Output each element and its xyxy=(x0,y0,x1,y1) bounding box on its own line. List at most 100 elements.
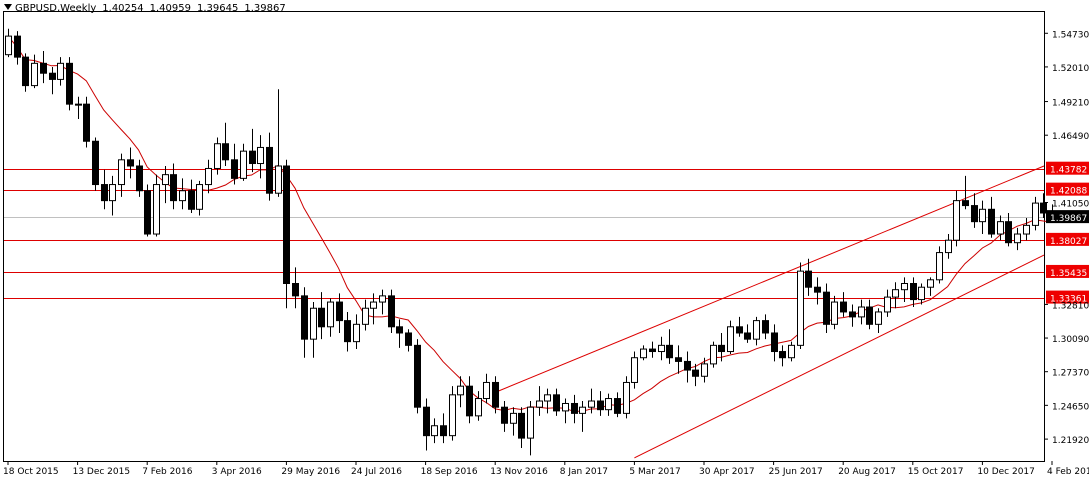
candle-body xyxy=(684,360,691,371)
candle xyxy=(658,336,665,361)
level-label-bg xyxy=(1046,182,1089,196)
candle-body xyxy=(884,296,891,313)
candle xyxy=(979,200,986,235)
candle xyxy=(483,373,490,404)
candle-body xyxy=(249,150,256,165)
candle xyxy=(918,283,925,305)
candle xyxy=(623,376,630,419)
candle-body xyxy=(240,150,247,179)
candle-body xyxy=(744,332,751,340)
x-tick-label: 13 Nov 2016 xyxy=(490,467,548,477)
candle xyxy=(249,128,256,173)
current-price-label-bg xyxy=(1046,210,1089,224)
candle xyxy=(1005,212,1012,247)
candle xyxy=(266,132,273,201)
candle-body xyxy=(718,344,725,353)
candle-body xyxy=(597,400,604,411)
candle-body xyxy=(109,184,116,202)
candle xyxy=(283,159,290,309)
x-tick-label: 29 May 2016 xyxy=(281,467,340,477)
candle xyxy=(744,324,751,343)
candle-body xyxy=(457,385,464,396)
candle xyxy=(953,190,960,247)
candle xyxy=(144,184,151,237)
candle xyxy=(240,143,247,181)
level-label: 1.43782 xyxy=(1050,166,1087,176)
candle xyxy=(336,293,343,333)
candle-body xyxy=(362,307,369,325)
candle-body xyxy=(805,270,812,288)
candle xyxy=(466,376,473,424)
x-tick-label: 24 Jul 2016 xyxy=(351,467,402,477)
channel-line-0 xyxy=(495,165,1045,393)
candle xyxy=(292,267,299,309)
candle xyxy=(492,376,499,414)
candle xyxy=(797,262,804,350)
candle-body xyxy=(910,283,917,301)
open-value: 1.40254 xyxy=(102,3,144,14)
candle xyxy=(388,289,395,333)
candle xyxy=(179,178,186,210)
level-label: 1.33361 xyxy=(1050,295,1087,305)
y-tick-label: 1.30090 xyxy=(1052,335,1089,345)
candle-body xyxy=(701,363,708,377)
candle-body xyxy=(196,184,203,210)
candle-body xyxy=(945,239,952,254)
candle xyxy=(188,179,195,213)
candle-body xyxy=(727,326,734,353)
candle xyxy=(396,319,403,348)
candle xyxy=(866,299,873,330)
candle xyxy=(884,289,891,317)
candle xyxy=(962,175,969,210)
candle xyxy=(153,174,160,237)
candle-body xyxy=(849,311,856,318)
dropdown-triangle-icon[interactable] xyxy=(4,4,12,10)
candle-body xyxy=(336,301,343,322)
level-label-bg xyxy=(1046,264,1089,278)
x-tick-label: 20 Aug 2017 xyxy=(838,467,896,477)
candle-body xyxy=(423,406,430,437)
candle xyxy=(605,393,612,416)
candle-body xyxy=(266,146,273,194)
candle xyxy=(771,324,778,362)
candle-body xyxy=(753,320,760,340)
candle xyxy=(640,345,647,361)
candle xyxy=(518,407,525,449)
candle-body xyxy=(162,174,169,186)
candle xyxy=(405,329,412,352)
candle xyxy=(449,386,456,441)
candle xyxy=(83,96,90,148)
candle xyxy=(431,418,438,444)
x-tick-label: 18 Oct 2015 xyxy=(3,467,59,477)
candle-body xyxy=(66,62,73,105)
candle-body xyxy=(466,385,473,417)
plot-area[interactable] xyxy=(3,11,1045,462)
candle xyxy=(510,407,517,436)
candle-body xyxy=(1032,202,1039,226)
x-tick-label: 3 Apr 2016 xyxy=(212,467,262,477)
candle-body xyxy=(414,344,421,408)
candle-body xyxy=(83,103,90,142)
candle xyxy=(22,53,29,92)
candle-body xyxy=(127,159,134,167)
candle-body xyxy=(692,369,699,377)
candle xyxy=(910,277,917,308)
candle xyxy=(301,287,308,358)
candle-body xyxy=(170,174,177,202)
candle-body xyxy=(440,425,447,437)
candle-body xyxy=(623,381,630,414)
candle xyxy=(75,96,82,119)
candle-body xyxy=(5,35,12,56)
candle-body xyxy=(875,311,882,325)
candle-body xyxy=(649,348,656,353)
candle xyxy=(779,345,786,367)
candle xyxy=(805,258,812,296)
candle-body xyxy=(153,184,160,235)
candle xyxy=(588,388,595,414)
candle xyxy=(814,277,821,305)
candle-body xyxy=(275,165,282,194)
candle xyxy=(684,351,691,383)
